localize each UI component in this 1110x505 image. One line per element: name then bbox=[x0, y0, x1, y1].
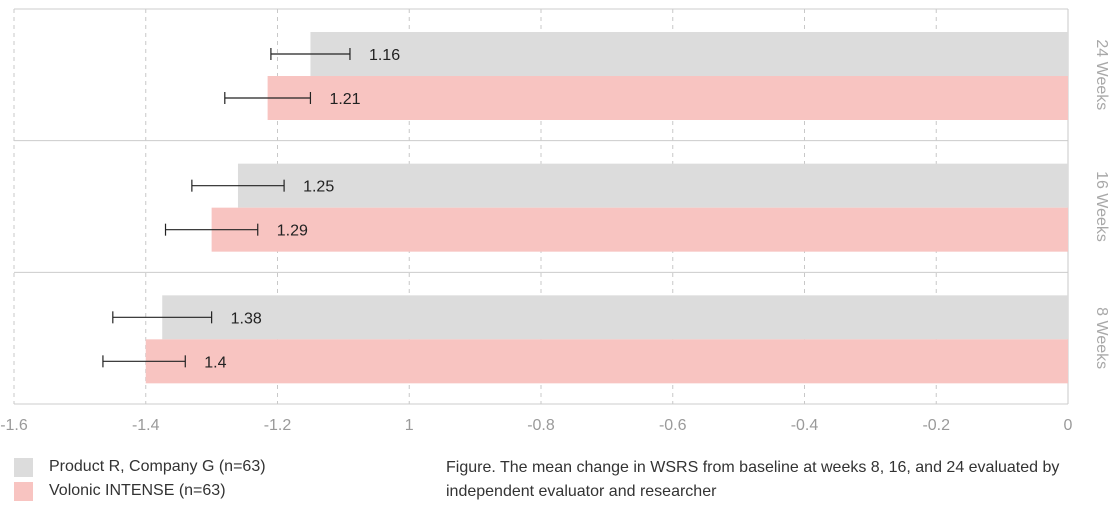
legend-label-product-r: Product R, Company G (n=63) bbox=[49, 458, 266, 475]
data-label: 1.25 bbox=[303, 179, 334, 196]
x-tick-label: 1 bbox=[405, 417, 414, 434]
bar bbox=[211, 207, 1068, 252]
legend-swatch-volonic bbox=[14, 481, 33, 501]
x-tick-label: 0 bbox=[1064, 417, 1073, 434]
legend-label-volonic: Volonic INTENSE (n=63) bbox=[49, 482, 226, 499]
group-label: 16 Weeks bbox=[1093, 171, 1110, 242]
x-tick-label: -0.2 bbox=[922, 417, 950, 434]
legend: Product R, Company G (n=63) Volonic INTE… bbox=[14, 456, 266, 504]
data-label: 1.29 bbox=[277, 223, 308, 240]
data-label: 1.38 bbox=[231, 310, 262, 327]
bar bbox=[267, 76, 1068, 120]
group-label: 8 Weeks bbox=[1093, 307, 1110, 369]
legend-swatch-product-r bbox=[14, 457, 33, 477]
legend-item-product-r: Product R, Company G (n=63) bbox=[14, 456, 266, 478]
x-tick-label: -0.4 bbox=[791, 417, 819, 434]
group-label: 24 Weeks bbox=[1093, 39, 1110, 110]
bar-chart: 1.16 1.21 24 Weeks 1.25 1.29 16 Weeks 1.38 1.4 8… bbox=[0, 8, 1110, 434]
x-tick-label: -1.4 bbox=[132, 417, 160, 434]
x-tick-label: -0.6 bbox=[659, 417, 687, 434]
bar bbox=[310, 32, 1068, 76]
figure-caption: Figure. The mean change in WSRS from bas… bbox=[446, 459, 1060, 500]
bar bbox=[237, 163, 1069, 208]
legend-item-volonic: Volonic INTENSE (n=63) bbox=[14, 480, 266, 502]
x-tick-label: -0.8 bbox=[527, 417, 555, 434]
data-label: 1.16 bbox=[369, 47, 400, 64]
bar bbox=[145, 339, 1068, 384]
bar bbox=[162, 295, 1068, 340]
x-tick-label: -1.2 bbox=[264, 417, 292, 434]
data-label: 1.4 bbox=[204, 354, 226, 371]
data-label: 1.21 bbox=[329, 91, 360, 108]
x-tick-label: -1.6 bbox=[0, 417, 28, 434]
